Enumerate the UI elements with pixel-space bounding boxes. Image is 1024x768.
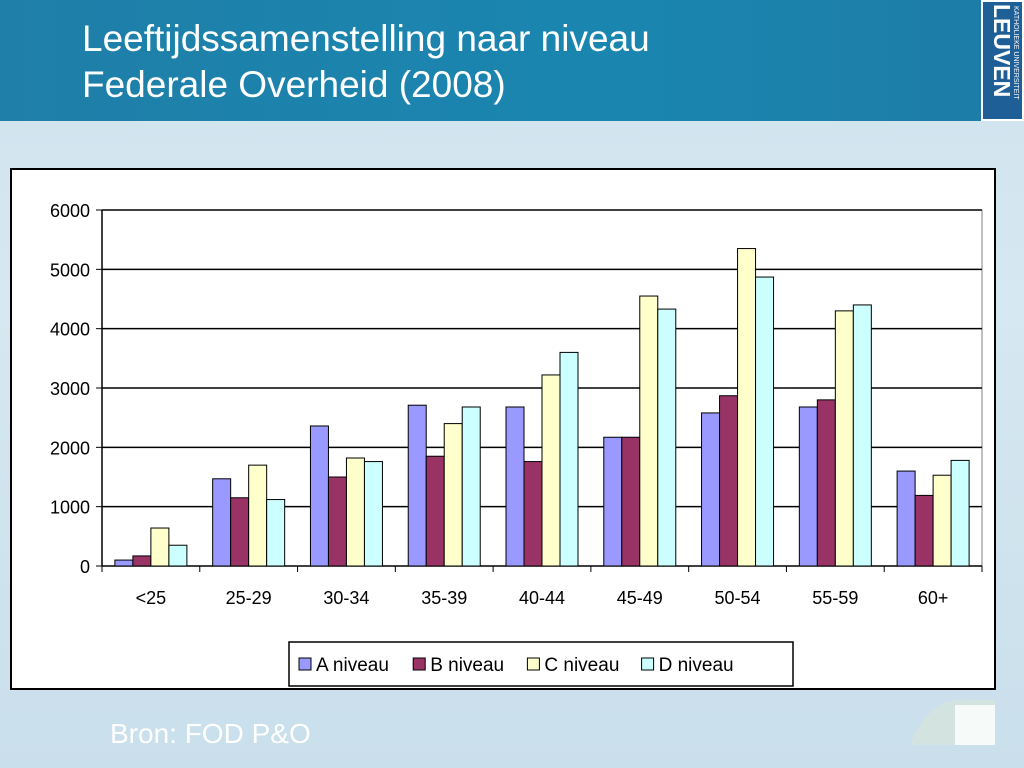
bar xyxy=(150,527,170,567)
slide-header: Leeftijdssamenstelling naar niveau Feder… xyxy=(0,0,1024,121)
legend-label: C niveau xyxy=(544,655,619,676)
bar xyxy=(896,470,916,567)
y-tick-label: 4000 xyxy=(50,320,90,340)
bar xyxy=(852,304,872,567)
bar xyxy=(248,464,268,567)
bar xyxy=(798,406,818,567)
slide-title: Leeftijdssamenstelling naar niveau Feder… xyxy=(82,16,650,108)
bar xyxy=(407,404,427,567)
bar xyxy=(505,406,525,567)
bar xyxy=(266,499,286,567)
legend xyxy=(288,641,794,687)
chart-frame: 0 1000 2000 3000 4000 5000 6000 <25 25-29 30-34 35… xyxy=(10,168,996,690)
bar xyxy=(345,457,365,567)
bar xyxy=(834,310,854,567)
x-tick-label: <25 xyxy=(136,588,167,608)
y-tick-label: 3000 xyxy=(50,379,90,399)
bar xyxy=(621,436,641,567)
bar xyxy=(132,555,152,567)
x-tick-label: 25-29 xyxy=(226,588,272,608)
bar xyxy=(523,461,543,567)
bar xyxy=(639,295,659,567)
x-tick-label: 35-39 xyxy=(421,588,467,608)
y-tick-label: 0 xyxy=(80,557,90,577)
legend-label: B niveau xyxy=(430,655,504,676)
bar xyxy=(950,459,970,567)
bar xyxy=(309,425,329,567)
bar xyxy=(212,478,232,567)
y-tick-label: 6000 xyxy=(50,201,90,221)
logo-text: LEUVEN xyxy=(989,4,1015,97)
bar xyxy=(168,544,188,567)
x-tick-label: 55-59 xyxy=(812,588,858,608)
decorative-logo-icon xyxy=(910,699,995,745)
bar xyxy=(363,461,383,567)
bar xyxy=(327,476,347,567)
x-tick-label: 45-49 xyxy=(617,588,663,608)
bar xyxy=(914,494,934,567)
legend-swatch xyxy=(298,657,312,671)
bar xyxy=(755,276,775,567)
legend-swatch xyxy=(641,657,655,671)
bar xyxy=(701,412,721,567)
bar xyxy=(461,406,481,567)
legend-label: A niveau xyxy=(316,655,389,676)
bar xyxy=(737,248,757,567)
bar xyxy=(603,436,623,567)
y-tick-label: 5000 xyxy=(50,260,90,280)
source-label: Bron: FOD P&O xyxy=(110,718,311,749)
legend-swatch xyxy=(526,657,540,671)
bar xyxy=(932,474,952,567)
bar xyxy=(230,497,250,567)
y-tick-label: 2000 xyxy=(50,438,90,458)
x-tick-label: 60+ xyxy=(918,588,949,608)
bar xyxy=(816,399,836,567)
legend-swatch xyxy=(412,657,426,671)
bar xyxy=(443,423,463,567)
university-logo: LEUVEN KATHOLIEKE UNIVERSITEIT xyxy=(981,0,1024,121)
logo-subtext: KATHOLIEKE UNIVERSITEIT xyxy=(1012,6,1019,100)
bar xyxy=(425,455,445,567)
x-tick-label: 40-44 xyxy=(519,588,565,608)
x-tick-label: 50-54 xyxy=(715,588,761,608)
bar xyxy=(541,374,561,567)
x-tick-label: 30-34 xyxy=(323,588,369,608)
bar-chart: 0 1000 2000 3000 4000 5000 6000 <25 25-29 30-34 35… xyxy=(50,201,983,687)
bar xyxy=(114,559,134,567)
bar xyxy=(657,308,677,567)
slide-title-line-2: Federale Overheid (2008) xyxy=(82,64,506,105)
legend-label: D niveau xyxy=(659,655,734,676)
slide-title-line-1: Leeftijdssamenstelling naar niveau xyxy=(82,18,650,59)
bar xyxy=(559,351,579,567)
bar xyxy=(719,395,739,567)
y-tick-label: 1000 xyxy=(50,498,90,518)
